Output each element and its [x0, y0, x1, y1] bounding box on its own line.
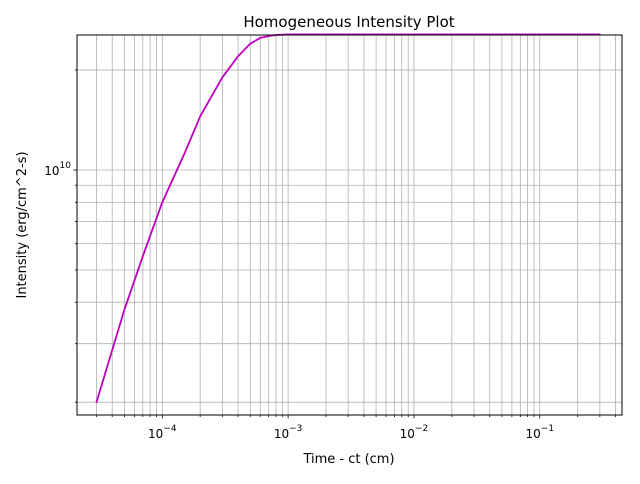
intensity-series-line — [95, 33, 601, 404]
x-tick-label: 10−3 — [274, 424, 303, 441]
x-tick-label: 10−2 — [400, 424, 429, 441]
tick-base: 10 — [44, 164, 59, 178]
y-axis-ticks: 1010 — [44, 69, 77, 403]
tick-exponent: −1 — [541, 424, 554, 434]
tick-exponent: −3 — [289, 424, 302, 434]
x-axis-ticks: 10−4 10−3 10−2 10−1 — [96, 415, 616, 441]
plot-frame — [76, 34, 623, 416]
y-axis-label: Intensity (erg/cm^2-s) — [15, 151, 30, 298]
tick-base: 10 — [148, 427, 163, 441]
tick-exponent: −4 — [163, 424, 177, 434]
tick-exponent: −2 — [415, 424, 428, 434]
tick-base: 10 — [274, 427, 289, 441]
y-tick-label: 1010 — [44, 161, 71, 178]
x-tick-label: 10−4 — [148, 424, 177, 441]
x-tick-label: 10−1 — [526, 424, 555, 441]
x-axis-label: Time - ct (cm) — [302, 452, 394, 467]
grid-lines — [77, 35, 622, 415]
tick-base: 10 — [526, 427, 541, 441]
tick-base: 10 — [400, 427, 415, 441]
tick-exponent: 10 — [60, 161, 72, 171]
chart-title: Homogeneous Intensity Plot — [243, 13, 454, 31]
plot-line-group — [95, 33, 601, 404]
